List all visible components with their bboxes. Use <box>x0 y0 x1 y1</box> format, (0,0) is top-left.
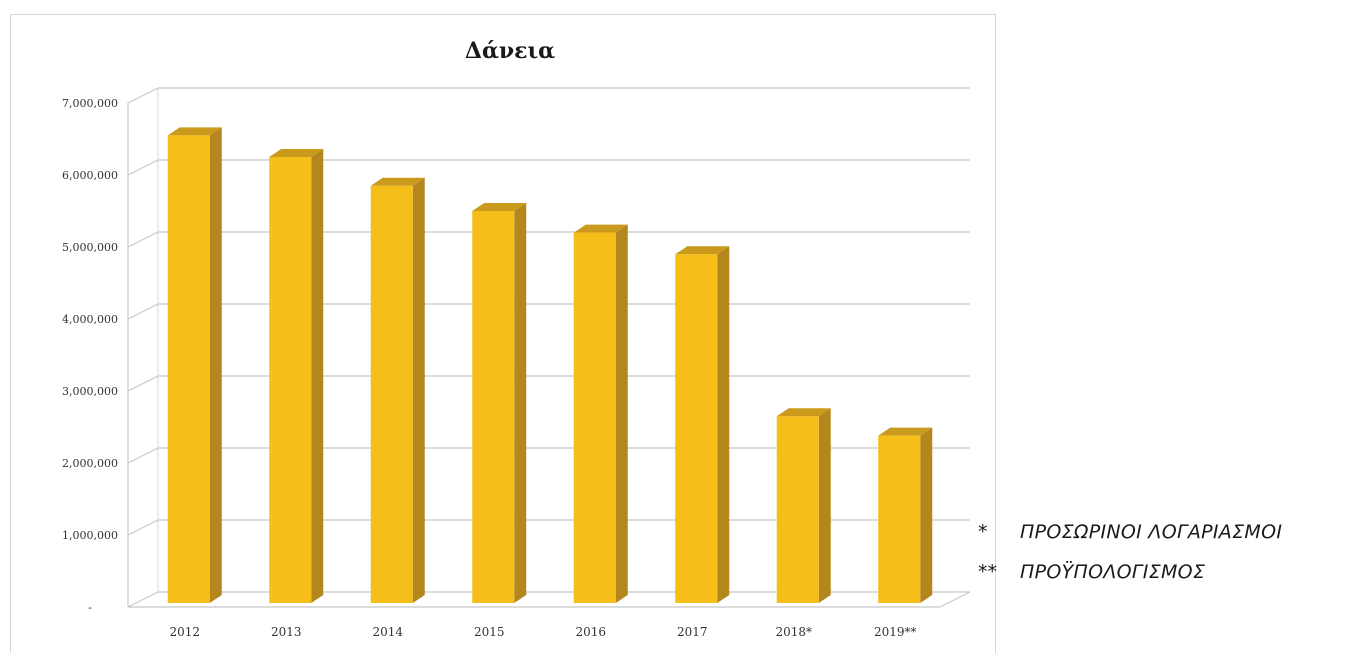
bar-front <box>573 232 616 603</box>
bar-side <box>818 408 831 603</box>
bar-side <box>615 224 628 603</box>
gridline-depth <box>127 519 159 536</box>
footnotes: * ΠΡΟΣΩΡΙΝΟΙ ΛΟΓΑΡΙΑΣΜΟΙ ** ΠΡΟΫΠΟΛΟΓΙΣΜ… <box>978 512 1356 592</box>
floor-edge <box>939 591 971 608</box>
bar-side <box>311 149 324 603</box>
footnote-row-1: * ΠΡΟΣΩΡΙΝΟΙ ΛΟΓΑΡΙΑΣΜΟΙ <box>978 512 1356 552</box>
x-tick-label: 2018* <box>775 625 812 639</box>
bar-chart: Δάνεια - 1,000,000 2,000,000 3,000,000 4,000… <box>62 38 971 639</box>
gridline-depth <box>127 591 159 608</box>
footnote-mark: * <box>978 521 988 543</box>
bar-front <box>776 416 819 603</box>
y-tick-label: - <box>88 601 92 614</box>
footnote-mark: ** <box>978 561 997 583</box>
x-tick-label: 2014 <box>372 625 403 639</box>
gridline-depth <box>127 303 159 320</box>
gridline-depth <box>127 231 159 248</box>
bar-side <box>920 427 933 603</box>
bar <box>675 246 730 603</box>
footnote-row-2: ** ΠΡΟΫΠΟΛΟΓΙΣΜΟΣ <box>978 552 1356 592</box>
bar-top <box>472 203 527 211</box>
bar-front <box>269 157 312 603</box>
bar-top <box>167 127 222 136</box>
bar <box>472 203 527 603</box>
bar <box>370 177 425 604</box>
bar-front <box>878 435 921 603</box>
y-tick-label: 4,000,000 <box>62 313 118 326</box>
chart-title: Δάνεια <box>465 38 555 64</box>
bar-front <box>675 254 718 603</box>
bar <box>269 149 324 603</box>
bar-side <box>514 203 527 603</box>
x-tick-label: 2017 <box>677 625 708 639</box>
bar <box>573 224 628 603</box>
bar-side <box>717 246 730 603</box>
bar-top <box>675 246 730 255</box>
y-tick-label: 1,000,000 <box>62 529 118 542</box>
bar-top <box>573 224 628 233</box>
bar-top <box>878 427 933 436</box>
gridline-depth <box>127 159 159 176</box>
x-tick-label: 2013 <box>271 625 302 639</box>
footnote-text: ΠΡΟΫΠΟΛΟΓΙΣΜΟΣ <box>1020 561 1206 583</box>
bar-front <box>472 211 515 603</box>
bar-front <box>167 135 210 603</box>
bar-top <box>370 177 425 186</box>
x-tick-label: 2012 <box>169 625 200 639</box>
x-tick-label: 2015 <box>474 625 505 639</box>
gridline-depth <box>127 375 159 392</box>
gridline-depth <box>127 447 159 464</box>
bar-top <box>269 149 324 157</box>
y-tick-label: 5,000,000 <box>62 241 118 254</box>
bar-side <box>209 127 222 604</box>
bar-top <box>776 408 831 417</box>
bar <box>167 127 222 604</box>
x-tick-label: 2019** <box>874 625 917 639</box>
y-tick-label: 6,000,000 <box>62 169 118 182</box>
bar-side <box>412 177 425 604</box>
gridline-depth <box>127 87 159 104</box>
y-tick-label: 2,000,000 <box>62 457 118 470</box>
y-tick-label: 7,000,000 <box>62 97 118 110</box>
bar <box>776 408 831 603</box>
bar <box>878 427 933 603</box>
bar-front <box>370 185 413 604</box>
x-tick-label: 2016 <box>575 625 606 639</box>
footnote-text: ΠΡΟΣΩΡΙΝΟΙ ΛΟΓΑΡΙΑΣΜΟΙ <box>1020 521 1283 543</box>
y-tick-label: 3,000,000 <box>62 385 118 398</box>
